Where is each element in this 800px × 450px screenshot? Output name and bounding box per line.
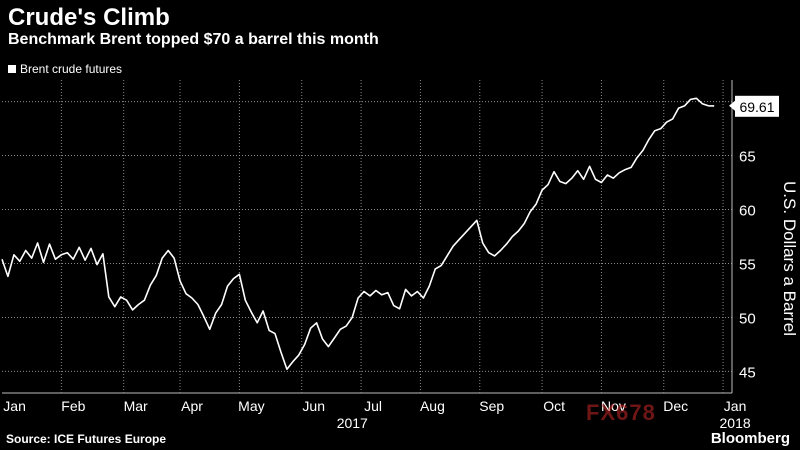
y-tick-label: 55 [739,256,756,273]
x-tick-label: Oct [543,398,565,414]
x-tick-label: May [238,398,264,414]
x-year-label: 2017 [337,415,368,431]
y-tick-label: 60 [739,203,756,220]
brand-logo: Bloomberg [710,430,790,447]
x-tick-label: Mar [124,398,148,414]
y-tick-label: 65 [739,149,756,166]
x-tick-label: Jan [3,398,26,414]
y-tick-label: 50 [739,310,756,327]
x-tick-label: Jul [364,398,382,414]
y-axis-title: U.S. Dollars a Barrel [780,181,799,336]
x-tick-label: Nov [601,398,626,414]
x-tick-label: Feb [61,398,85,414]
x-tick-label: Sep [479,398,504,414]
last-value-box [735,95,779,117]
x-tick-label: Dec [663,398,688,414]
legend-swatch [8,65,16,73]
source-note: Source: ICE Futures Europe [6,432,167,446]
x-year-label: 2018 [720,415,751,431]
chart-subtitle: Benchmark Brent topped $70 a barrel this… [8,31,379,48]
series-line [1,97,715,371]
legend-label: Brent crude futures [20,62,123,76]
last-value-pointer [729,100,735,111]
x-tick-label: Apr [181,398,203,414]
x-tick-label: Jun [302,398,325,414]
watermark: FX678 [586,400,656,425]
chart-title: Crude's Climb [8,4,170,31]
x-tick-label: Aug [420,398,445,414]
x-tick-label: Jan [724,398,747,414]
y-tick-label: 45 [739,364,756,381]
last-value-label: 69.61 [739,99,774,115]
legend: Brent crude futures [8,62,122,76]
